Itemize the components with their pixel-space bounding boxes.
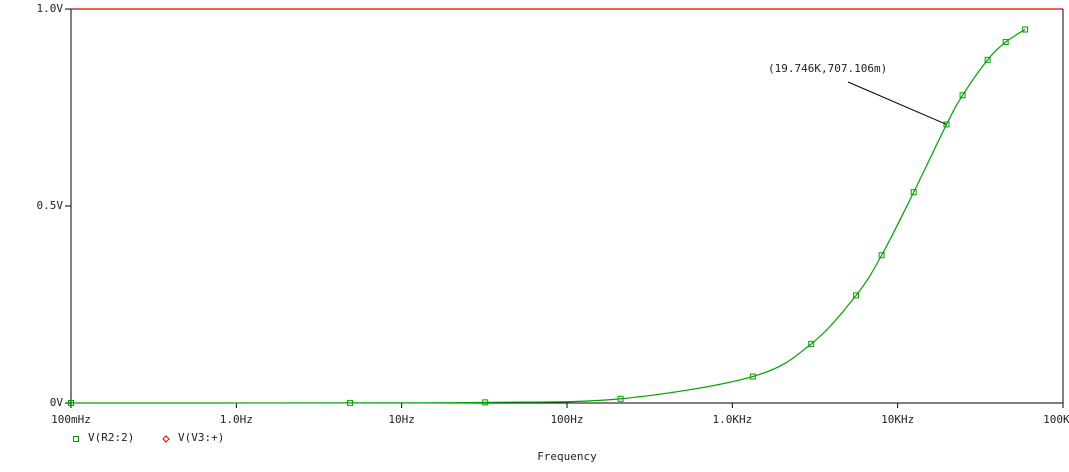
data-marker (749, 373, 756, 380)
annotation-label: (19.746K,707.106m) (768, 62, 887, 75)
x-tick-label: 100KHz (1043, 413, 1069, 426)
x-axis-label: Frequency (537, 450, 597, 463)
x-tick-label: 100Hz (550, 413, 583, 426)
y-tick-label: 0.5V (37, 199, 64, 212)
data-marker (943, 121, 950, 128)
data-marker (808, 340, 815, 347)
x-tick-label: 1.0KHz (712, 413, 752, 426)
x-tick-label: 10KHz (881, 413, 914, 426)
x-tick-label: 100mHz (51, 413, 91, 426)
x-tick-label: 10Hz (388, 413, 415, 426)
data-marker (984, 56, 991, 63)
data-marker (1022, 26, 1029, 33)
data-marker (878, 252, 885, 259)
data-marker (68, 400, 74, 406)
data-marker (482, 399, 489, 406)
data-marker (1002, 39, 1009, 46)
legend-label: V(V3:+) (178, 431, 224, 444)
legend-symbol (73, 436, 79, 442)
y-tick-label: 1.0V (37, 2, 64, 15)
series-line (70, 28, 1026, 404)
data-marker (347, 399, 354, 406)
y-tick-label: 0V (50, 396, 64, 409)
legend-label: V(R2:2) (88, 431, 134, 444)
data-marker (617, 395, 624, 402)
data-marker (853, 292, 860, 299)
data-marker (910, 189, 917, 196)
annotation-leader (847, 81, 947, 125)
data-marker (959, 92, 966, 99)
legend-symbol (162, 435, 170, 443)
x-tick-label: 1.0Hz (220, 413, 253, 426)
